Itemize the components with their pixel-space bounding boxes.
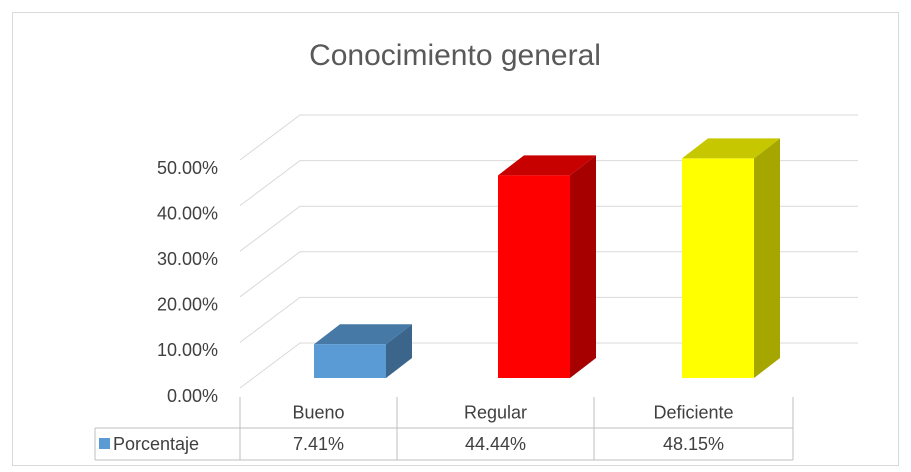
grid-line xyxy=(239,114,858,161)
y-tick-label: 0.00% xyxy=(167,386,218,406)
bar xyxy=(682,138,780,378)
bar-side xyxy=(570,155,596,378)
value-label: 7.41% xyxy=(293,434,344,454)
y-tick-label: 20.00% xyxy=(157,295,218,315)
bar xyxy=(498,155,596,378)
bar-top xyxy=(314,324,412,345)
bar-top xyxy=(682,138,780,159)
bar-front xyxy=(314,344,386,378)
x-tick-label: Bueno xyxy=(292,402,344,422)
grid-line xyxy=(239,296,858,343)
value-label: 44.44% xyxy=(465,434,526,454)
value-label: 48.15% xyxy=(663,434,724,454)
grid-line xyxy=(239,205,858,252)
y-tick-label: 50.00% xyxy=(157,158,218,178)
chart-title: Conocimiento general xyxy=(309,39,601,72)
bar-front xyxy=(682,158,754,378)
y-tick-label: 30.00% xyxy=(157,249,218,269)
grid-line xyxy=(239,160,858,207)
bar-side xyxy=(754,138,780,378)
grid-line xyxy=(239,342,858,389)
bar-side xyxy=(386,324,412,378)
grid-line xyxy=(239,251,858,298)
bar-top xyxy=(498,155,596,176)
bar-front xyxy=(498,175,570,378)
legend-label: Porcentaje xyxy=(113,434,199,454)
bar xyxy=(314,324,412,378)
y-tick-label: 40.00% xyxy=(157,203,218,223)
legend-key xyxy=(99,438,110,449)
y-tick-label: 10.00% xyxy=(157,340,218,360)
x-tick-label: Regular xyxy=(464,402,527,422)
x-tick-label: Deficiente xyxy=(653,402,733,422)
